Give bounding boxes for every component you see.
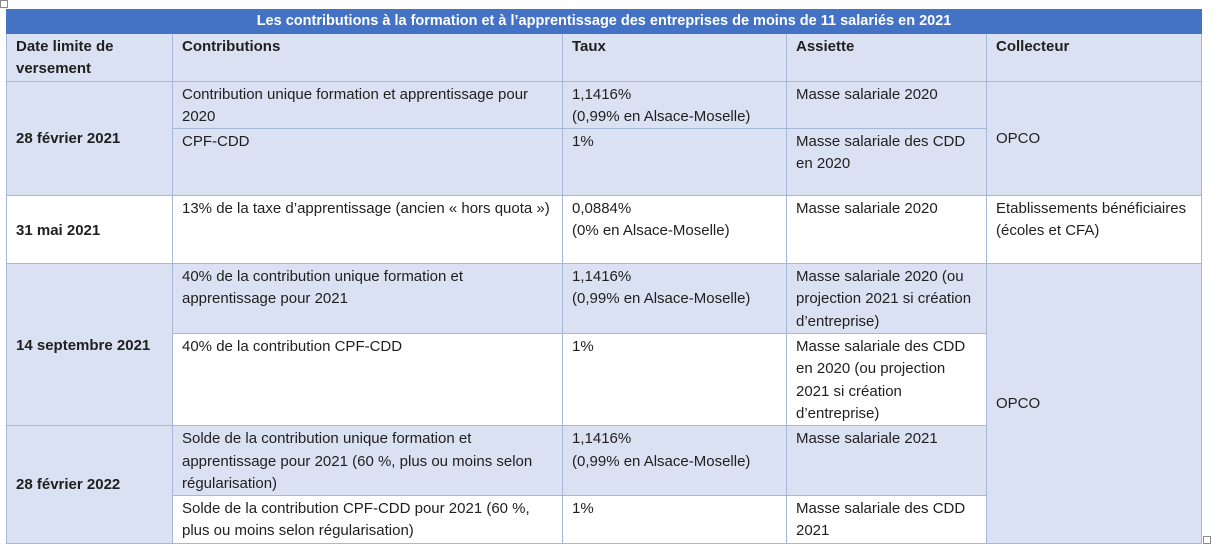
taux-cell: 1%: [562, 128, 787, 197]
contribution-cell: Solde de la contribution CPF-CDD pour 20…: [172, 495, 563, 544]
taux-cell: 1,1416% (0,99% en Alsace-Moselle): [562, 263, 787, 335]
contributions-table-container: Les contributions à la formation et à l’…: [5, 9, 1203, 544]
assiette-cell: Masse salariale 2021: [786, 425, 987, 497]
deadline-date: 28 février 2022: [6, 425, 173, 544]
assiette-cell: Masse salariale 2020: [786, 195, 987, 265]
collecteur-cell: OPCO: [985, 80, 1203, 197]
taux-cell: 1%: [562, 495, 787, 544]
table-row: 31 mai 2021 13% de la taxe d’apprentissa…: [6, 195, 1203, 265]
contribution-cell: 40% de la contribution CPF-CDD: [172, 333, 563, 427]
deadline-date: 14 septembre 2021: [6, 263, 173, 427]
assiette-cell: Masse salariale des CDD en 2020: [786, 128, 987, 197]
table-move-handle[interactable]: [0, 0, 8, 8]
taux-value: 1,1416%: [572, 268, 632, 286]
header-taux: Taux: [562, 33, 787, 82]
header-assiette: Assiette: [786, 33, 987, 82]
header-date: Date limite de versement: [6, 33, 173, 82]
table-row: Solde de la contribution CPF-CDD pour 20…: [7, 495, 1202, 544]
header-contributions: Contributions: [172, 33, 563, 82]
table-row: 14 septembre 2021 40% de la contribution…: [6, 263, 1203, 544]
contribution-cell: Contribution unique formation et apprent…: [172, 80, 563, 130]
table-resize-handle[interactable]: [1203, 536, 1211, 544]
table-row: 28 février 2022 Solde de la contribution…: [6, 425, 1202, 544]
collecteur-cell: Etablissements bénéficiaires (écoles et …: [985, 195, 1203, 265]
taux-value: 1,1416%: [572, 85, 632, 103]
contribution-cell: Solde de la contribution unique formatio…: [172, 425, 563, 497]
table-row: 28 février 2021 Contribution unique form…: [6, 80, 1203, 197]
taux-value: 1,1416%: [572, 430, 632, 448]
table-row: 40% de la contribution CPF-CDD 1% Masse …: [7, 333, 1202, 427]
contributions-table: Les contributions à la formation et à l’…: [5, 9, 1203, 544]
assiette-cell: Masse salariale 2020: [786, 80, 987, 130]
contribution-cell: CPF-CDD: [172, 128, 563, 197]
taux-note: (0,99% en Alsace-Moselle): [572, 452, 751, 470]
contribution-cell: 40% de la contribution unique formation …: [172, 263, 563, 335]
taux-cell: 1,1416% (0,99% en Alsace-Moselle): [562, 425, 787, 497]
taux-note: (0% en Alsace-Moselle): [572, 222, 730, 240]
assiette-cell: Masse salariale des CDD 2021: [786, 495, 987, 544]
taux-cell: 1%: [562, 333, 787, 427]
contribution-cell: 13% de la taxe d’apprentissage (ancien «…: [172, 195, 563, 265]
taux-cell: 0,0884% (0% en Alsace-Moselle): [562, 195, 787, 265]
taux-cell: 1,1416% (0,99% en Alsace-Moselle): [562, 80, 787, 130]
taux-value: 0,0884%: [572, 200, 632, 218]
assiette-cell: Masse salariale 2020 (ou projection 2021…: [786, 263, 987, 335]
collecteur-cell: OPCO: [985, 263, 1203, 544]
deadline-date: 28 février 2021: [6, 80, 173, 197]
header-collecteur: Collecteur: [985, 33, 1203, 82]
deadline-date: 31 mai 2021: [6, 195, 173, 265]
table-title: Les contributions à la formation et à l’…: [5, 9, 1203, 34]
taux-note: (0,99% en Alsace-Moselle): [572, 107, 751, 125]
taux-note: (0,99% en Alsace-Moselle): [572, 290, 751, 308]
assiette-cell: Masse salariale des CDD en 2020 (ou proj…: [786, 333, 987, 427]
